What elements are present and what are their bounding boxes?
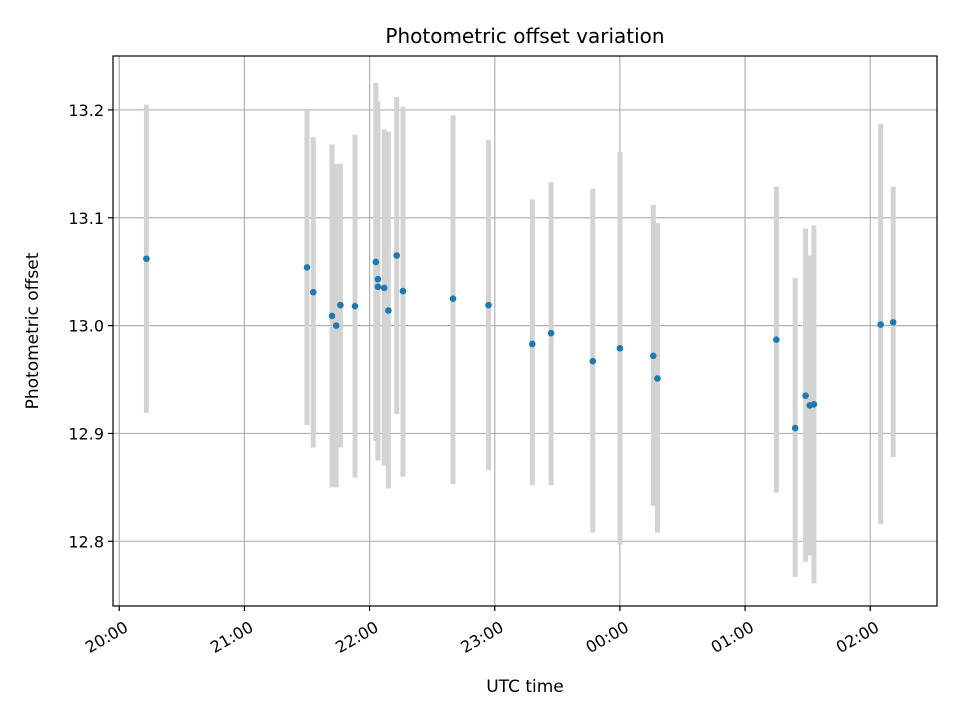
y-tick-label: 13.1 — [68, 209, 104, 228]
chart-title: Photometric offset variation — [385, 24, 664, 48]
data-point — [332, 322, 340, 329]
y-tick-label: 13.2 — [68, 101, 104, 120]
data-point — [485, 301, 492, 309]
data-point — [810, 401, 818, 408]
data-point — [351, 302, 359, 310]
plot-frame — [112, 55, 938, 607]
data-point — [303, 264, 311, 271]
data-point — [399, 287, 407, 295]
data-point — [328, 312, 336, 320]
data-point — [649, 352, 657, 360]
data-point — [547, 329, 555, 337]
y-tick-label: 13.0 — [68, 317, 104, 336]
data-point — [616, 344, 624, 352]
data-point — [791, 424, 799, 432]
data-point — [374, 275, 382, 283]
data-point — [449, 295, 457, 302]
data-point — [889, 319, 897, 326]
data-point — [877, 321, 884, 328]
data-point — [773, 336, 780, 343]
plot-area — [113, 56, 937, 606]
data-point — [143, 255, 150, 263]
data-point — [380, 284, 388, 292]
point-layer — [143, 252, 897, 432]
data-point — [372, 258, 380, 266]
data-point — [654, 375, 661, 382]
data-point — [337, 301, 344, 309]
data-point — [589, 357, 597, 365]
data-point — [309, 288, 317, 296]
y-axis-label: Photometric offset — [23, 252, 43, 409]
data-point — [385, 307, 392, 314]
data-point — [374, 283, 382, 291]
data-point — [802, 392, 809, 400]
grid-layer — [113, 56, 937, 606]
y-tick-label: 12.8 — [68, 532, 104, 551]
x-axis-label: UTC time — [486, 677, 564, 697]
y-tick-label: 12.9 — [68, 424, 104, 443]
data-point — [393, 252, 401, 259]
data-point — [529, 340, 536, 348]
